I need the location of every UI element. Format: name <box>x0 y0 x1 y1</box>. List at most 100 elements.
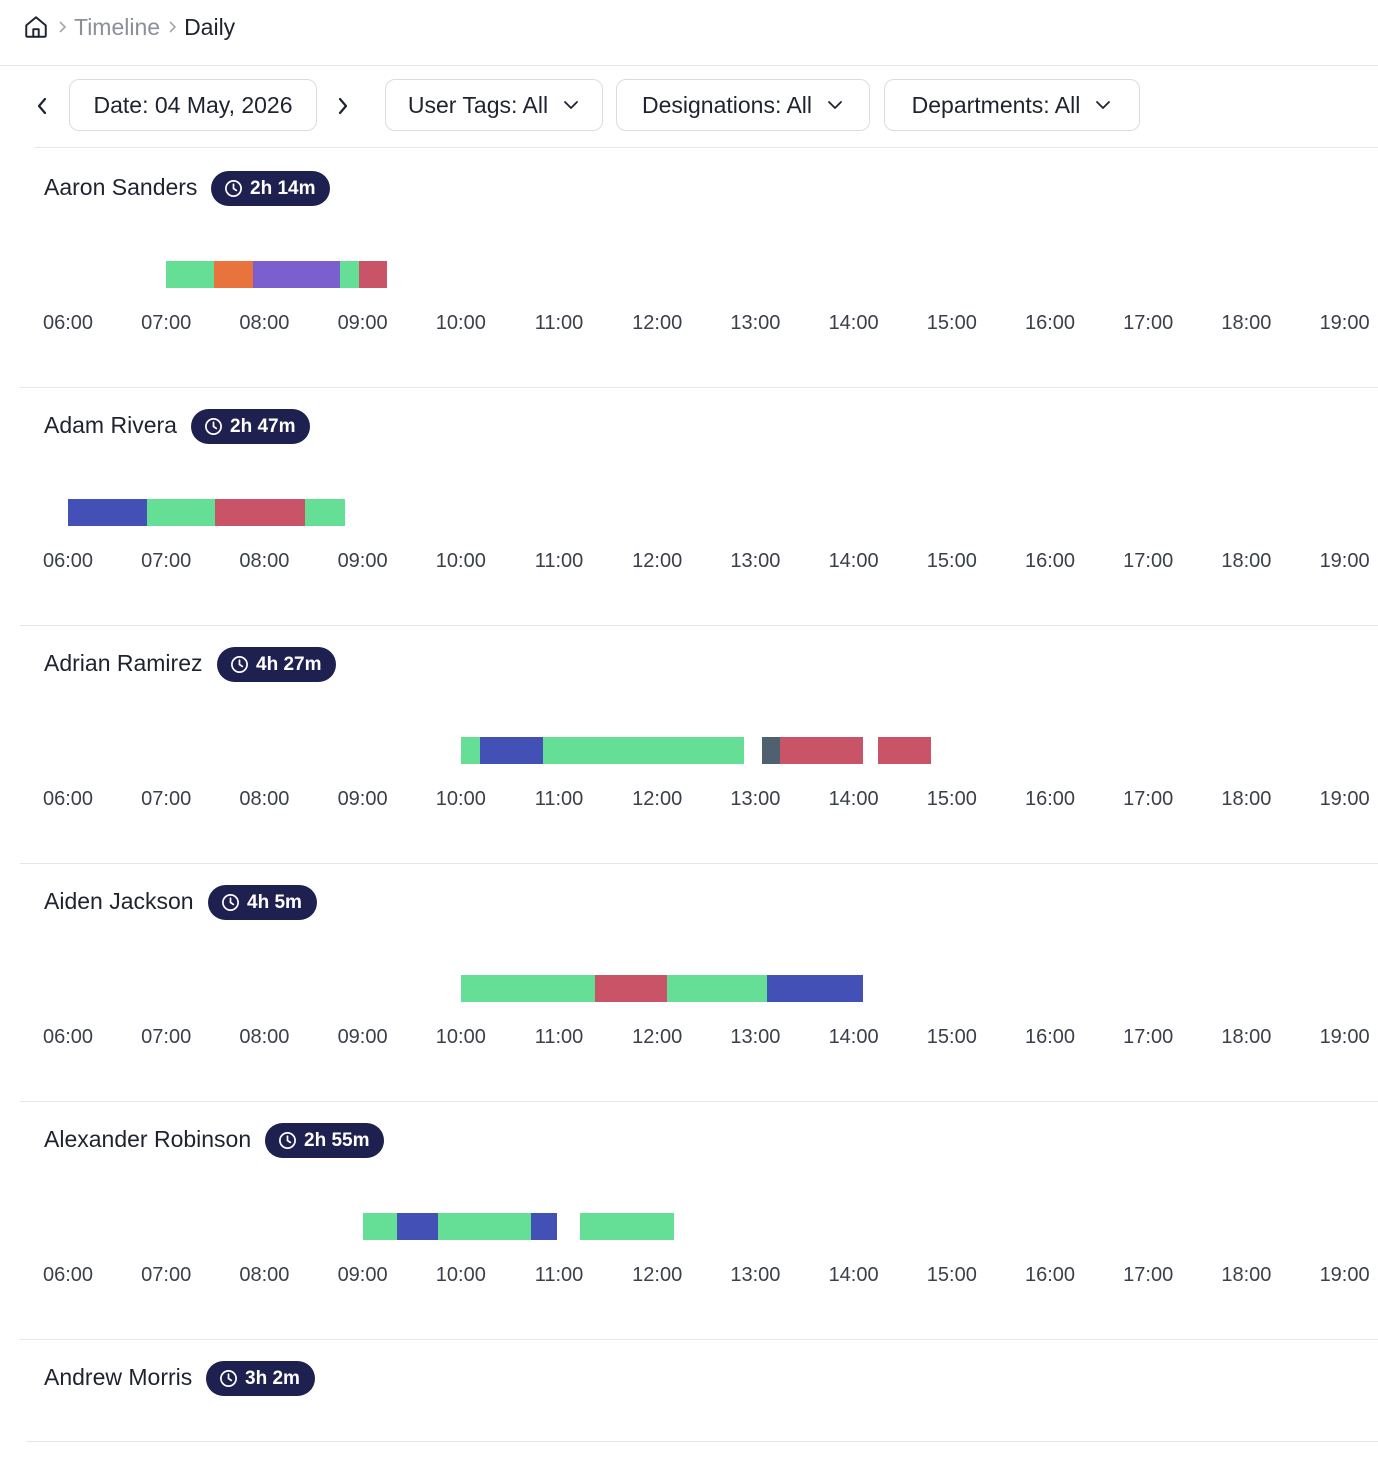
time-tick-label: 06:00 <box>42 788 94 810</box>
filter-toolbar: Date: 04 May, 2026 User Tags: All Design… <box>0 79 1378 133</box>
activity-segment[interactable] <box>305 499 345 526</box>
total-time-badge: 2h 47m <box>191 409 311 444</box>
activity-segment[interactable] <box>580 1213 674 1240</box>
departments-label: Departments: All <box>911 91 1081 118</box>
total-time-value: 2h 14m <box>250 177 316 199</box>
toolbar-divider <box>34 147 1378 148</box>
departments-dropdown[interactable]: Departments: All <box>884 79 1140 131</box>
activity-segment[interactable] <box>559 975 595 1002</box>
time-tick-label: 15:00 <box>926 788 977 810</box>
activity-track <box>0 499 1378 526</box>
activity-segment[interactable] <box>678 737 744 764</box>
activity-segment[interactable] <box>722 975 767 1002</box>
time-tick-label: 14:00 <box>828 312 879 334</box>
time-tick-label: 07:00 <box>141 788 192 810</box>
time-tick-label: 07:00 <box>141 1026 192 1048</box>
activity-segment[interactable] <box>166 261 214 288</box>
time-tick-label: 19:00 <box>1319 788 1370 810</box>
time-tick-label: 06:00 <box>42 550 94 572</box>
row-divider <box>20 387 1378 388</box>
activity-segment[interactable] <box>362 1213 397 1240</box>
time-tick-label: 16:00 <box>1024 312 1076 334</box>
time-tick-label: 08:00 <box>239 788 290 810</box>
user-name[interactable]: Andrew Morris <box>44 1364 193 1390</box>
time-tick-label: 11:00 <box>534 550 584 572</box>
total-time-badge: 3h 2m <box>206 1361 315 1396</box>
date-picker-button[interactable]: Date: 04 May, 2026 <box>69 79 317 131</box>
clock-icon <box>204 417 223 436</box>
previous-date-button[interactable] <box>27 79 57 133</box>
time-tick-label: 13:00 <box>730 312 781 334</box>
time-tick-label: 11:00 <box>534 312 584 334</box>
time-tick-label: 17:00 <box>1123 1264 1174 1286</box>
activity-segment[interactable] <box>437 1213 532 1240</box>
total-time-badge: 2h 55m <box>265 1123 385 1158</box>
time-tick-label: 06:00 <box>42 312 94 334</box>
activity-track <box>0 261 1378 288</box>
chevron-right-icon <box>160 20 184 34</box>
user-row: Adam Rivera 2h 47m 06:00 07:00 08:00 09:00 10:… <box>0 388 1378 626</box>
time-axis: 06:00 07:00 08:00 09:00 10:00 11:00 12:00 13:00… <box>0 312 1378 338</box>
activity-segment[interactable] <box>480 737 543 764</box>
activity-segment[interactable] <box>284 499 306 526</box>
total-time-value: 4h 27m <box>256 653 322 675</box>
user-name[interactable]: Aaron Sanders <box>44 174 198 200</box>
time-tick-label: 18:00 <box>1221 312 1272 334</box>
activity-segment[interactable] <box>68 499 147 526</box>
time-tick-label: 19:00 <box>1319 312 1370 334</box>
activity-segment[interactable] <box>667 975 723 1002</box>
activity-segment[interactable] <box>460 737 481 764</box>
time-tick-label: 09:00 <box>337 788 388 810</box>
breadcrumb-timeline-link[interactable]: Timeline <box>74 13 161 40</box>
activity-track <box>0 975 1378 1002</box>
time-tick-label: 10:00 <box>435 550 486 572</box>
user-name[interactable]: Adrian Ramirez <box>44 650 203 676</box>
user-name[interactable]: Aiden Jackson <box>44 888 194 914</box>
activity-segment[interactable] <box>779 737 864 764</box>
activity-segment[interactable] <box>396 1213 438 1240</box>
activity-segment[interactable] <box>213 261 253 288</box>
time-tick-label: 14:00 <box>828 788 879 810</box>
activity-segment[interactable] <box>460 975 559 1002</box>
time-tick-label: 17:00 <box>1123 550 1174 572</box>
time-tick-label: 10:00 <box>435 312 486 334</box>
activity-segment[interactable] <box>542 737 679 764</box>
chevron-down-icon <box>564 101 578 109</box>
designations-dropdown[interactable]: Designations: All <box>616 79 870 131</box>
time-tick-label: 14:00 <box>828 550 879 572</box>
time-tick-label: 15:00 <box>926 312 977 334</box>
time-tick-label: 09:00 <box>337 1264 388 1286</box>
activity-segment[interactable] <box>146 499 216 526</box>
time-tick-label: 09:00 <box>337 1026 388 1048</box>
total-time-badge: 2h 14m <box>211 171 331 206</box>
home-icon[interactable] <box>22 13 50 41</box>
activity-segment[interactable] <box>339 261 360 288</box>
next-date-button[interactable] <box>328 79 358 133</box>
activity-segment[interactable] <box>766 975 864 1002</box>
user-name[interactable]: Alexander Robinson <box>44 1126 252 1152</box>
row-divider <box>20 1101 1378 1102</box>
time-tick-label: 18:00 <box>1221 1026 1272 1048</box>
time-tick-label: 13:00 <box>730 788 781 810</box>
user-name[interactable]: Adam Rivera <box>44 412 177 438</box>
activity-segment[interactable] <box>215 499 285 526</box>
activity-segment[interactable] <box>531 1213 558 1240</box>
time-tick-label: 08:00 <box>239 550 290 572</box>
activity-segment[interactable] <box>878 737 931 764</box>
total-time-badge: 4h 5m <box>208 885 317 920</box>
chevron-down-icon <box>1096 101 1111 109</box>
activity-segment[interactable] <box>595 975 667 1002</box>
total-time-badge: 4h 27m <box>217 647 337 682</box>
time-tick-label: 11:00 <box>534 1026 584 1048</box>
activity-segment[interactable] <box>252 261 340 288</box>
row-divider <box>20 625 1378 626</box>
clock-icon <box>230 655 249 674</box>
user-tags-label: User Tags: All <box>407 91 549 118</box>
activity-segment[interactable] <box>761 737 780 764</box>
time-tick-label: 16:00 <box>1024 550 1076 572</box>
user-tags-dropdown[interactable]: User Tags: All <box>385 79 603 131</box>
time-tick-label: 18:00 <box>1221 788 1272 810</box>
time-tick-label: 11:00 <box>534 788 584 810</box>
activity-segment[interactable] <box>359 261 388 288</box>
time-tick-label: 13:00 <box>730 550 781 572</box>
